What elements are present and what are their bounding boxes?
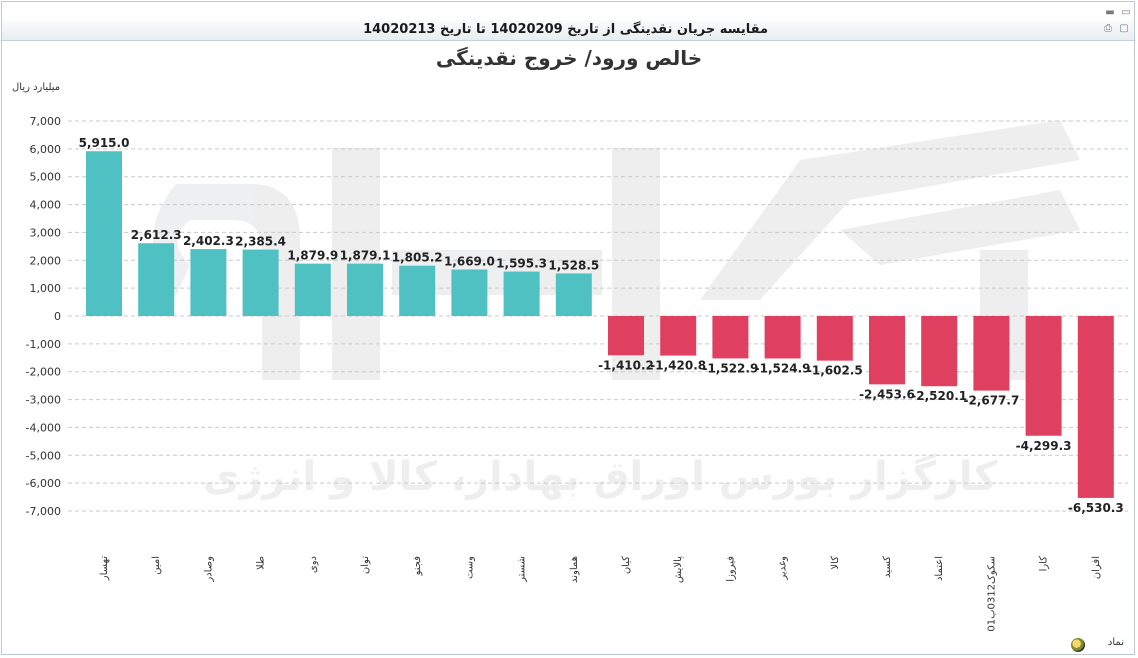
- bar-value-label: -2,520.1: [911, 389, 967, 403]
- y-tick-label: 4,000: [30, 199, 62, 212]
- bar-value-label: -1,602.5: [807, 364, 863, 378]
- bar[interactable]: [816, 316, 853, 361]
- x-tick-label: کالا: [830, 556, 841, 570]
- bar-value-label: -1,420.8: [650, 359, 706, 373]
- bar-value-label: 1,528.5: [548, 258, 599, 272]
- y-tick-label: -5,000: [26, 449, 61, 462]
- x-tick-label: کارا: [1039, 556, 1050, 572]
- bar[interactable]: [1025, 316, 1062, 436]
- bar-value-label: 2,385.4: [235, 235, 286, 249]
- x-tick-label: تهسار: [99, 556, 110, 581]
- y-tick-label: 7,000: [30, 115, 62, 128]
- bar[interactable]: [138, 243, 175, 316]
- bar[interactable]: [347, 263, 383, 316]
- bar-value-label: 2,612.3: [131, 228, 182, 242]
- x-tick-label: هماوند: [569, 556, 580, 583]
- bar-value-label: 5,915.0: [79, 136, 130, 150]
- y-tick-label: 3,000: [30, 226, 62, 239]
- minimize-icon[interactable]: ▬: [1105, 7, 1115, 18]
- bar[interactable]: [242, 249, 279, 316]
- bar[interactable]: [712, 316, 749, 359]
- bar-value-label: 1,595.3: [496, 257, 547, 271]
- bar-value-label: -6,530.3: [1068, 501, 1124, 515]
- bar-value-label: 1,669.0: [444, 255, 495, 269]
- bar[interactable]: [764, 316, 801, 359]
- x-tick-label: طلا: [256, 556, 267, 570]
- bar[interactable]: [973, 316, 1010, 391]
- bar-value-label: 2,402.3: [183, 234, 234, 248]
- bar[interactable]: [86, 151, 122, 316]
- bar[interactable]: [503, 271, 540, 316]
- y-tick-label: -4,000: [26, 421, 61, 434]
- bar-value-label: -2,453.6: [859, 387, 915, 401]
- y-tick-label: -3,000: [26, 394, 61, 407]
- restore-icon[interactable]: ▢: [1119, 23, 1129, 34]
- chart-title: خالص ورود/ خروج نقدینگی: [435, 46, 703, 70]
- bar-value-label: -2,677.7: [963, 394, 1019, 408]
- bar-value-label: 1,879.9: [287, 249, 338, 263]
- bar-value-label: -4,299.3: [1016, 439, 1072, 453]
- bar[interactable]: [869, 316, 905, 385]
- x-tick-label: کسید: [882, 556, 893, 578]
- x-tick-label: سکوک0312ب01: [986, 556, 997, 632]
- bar-value-label: -1,522.9: [702, 361, 758, 375]
- watermark: [153, 120, 1080, 380]
- y-tick-label: -7,000: [26, 505, 61, 518]
- bar[interactable]: [921, 316, 958, 387]
- bar[interactable]: [451, 269, 488, 316]
- x-tick-label: شستر: [517, 556, 528, 583]
- x-tick-label: اعتماد: [934, 556, 945, 581]
- bar-value-label: -1,524.9: [755, 361, 811, 375]
- y-tick-label: 1,000: [30, 282, 62, 295]
- x-tick-label: دوی: [308, 556, 319, 573]
- x-tick-label: وغدیر: [778, 556, 789, 581]
- y-tick-label: -1,000: [26, 338, 61, 351]
- y-tick-label: 0: [54, 310, 61, 323]
- x-tick-label: فجنو: [412, 556, 423, 577]
- bar[interactable]: [608, 316, 644, 356]
- y-tick-label: 5,000: [30, 171, 62, 184]
- bar-value-label: -1,410.2: [598, 358, 654, 372]
- y-tick-label: 6,000: [30, 143, 62, 156]
- bar[interactable]: [555, 273, 592, 316]
- x-axis-label: نماد: [1107, 637, 1124, 648]
- bar[interactable]: [294, 263, 331, 316]
- y-axis-unit-label: میلیارد ریال: [12, 82, 61, 93]
- x-tick-label: امین: [151, 556, 162, 575]
- x-tick-label: توان: [360, 556, 371, 574]
- x-tick-label: پالایش: [673, 556, 684, 583]
- bar-value-label: 1,879.1: [340, 249, 391, 263]
- print-icon[interactable]: ⎙: [1104, 23, 1112, 34]
- x-tick-label: افران: [1091, 556, 1102, 579]
- bar[interactable]: [660, 316, 697, 356]
- watermark-text: کارگزار بورس اوراق بهادار، کالا و انرژی: [203, 453, 998, 500]
- title-bar: مقایسه جریان نقدینگی از تاریخ 14020209 ت…: [2, 20, 1134, 41]
- x-tick-label: کیان: [621, 556, 632, 574]
- bar-value-label: 1,805.2: [392, 251, 443, 265]
- bar[interactable]: [1077, 316, 1114, 498]
- y-tick-label: -2,000: [26, 366, 61, 379]
- x-tick-label: وست: [464, 556, 475, 579]
- x-tick-label: فیروزا: [725, 556, 736, 582]
- y-tick-label: 2,000: [30, 254, 62, 267]
- refresh-logo-icon[interactable]: [1071, 638, 1085, 652]
- window-title: مقایسه جریان نقدینگی از تاریخ 14020209 ت…: [363, 22, 768, 37]
- bar[interactable]: [399, 265, 436, 316]
- maximize-icon[interactable]: ▭: [1121, 7, 1131, 18]
- bar[interactable]: [190, 249, 227, 316]
- y-tick-label: -6,000: [26, 477, 61, 490]
- x-tick-label: وصادر: [203, 556, 214, 583]
